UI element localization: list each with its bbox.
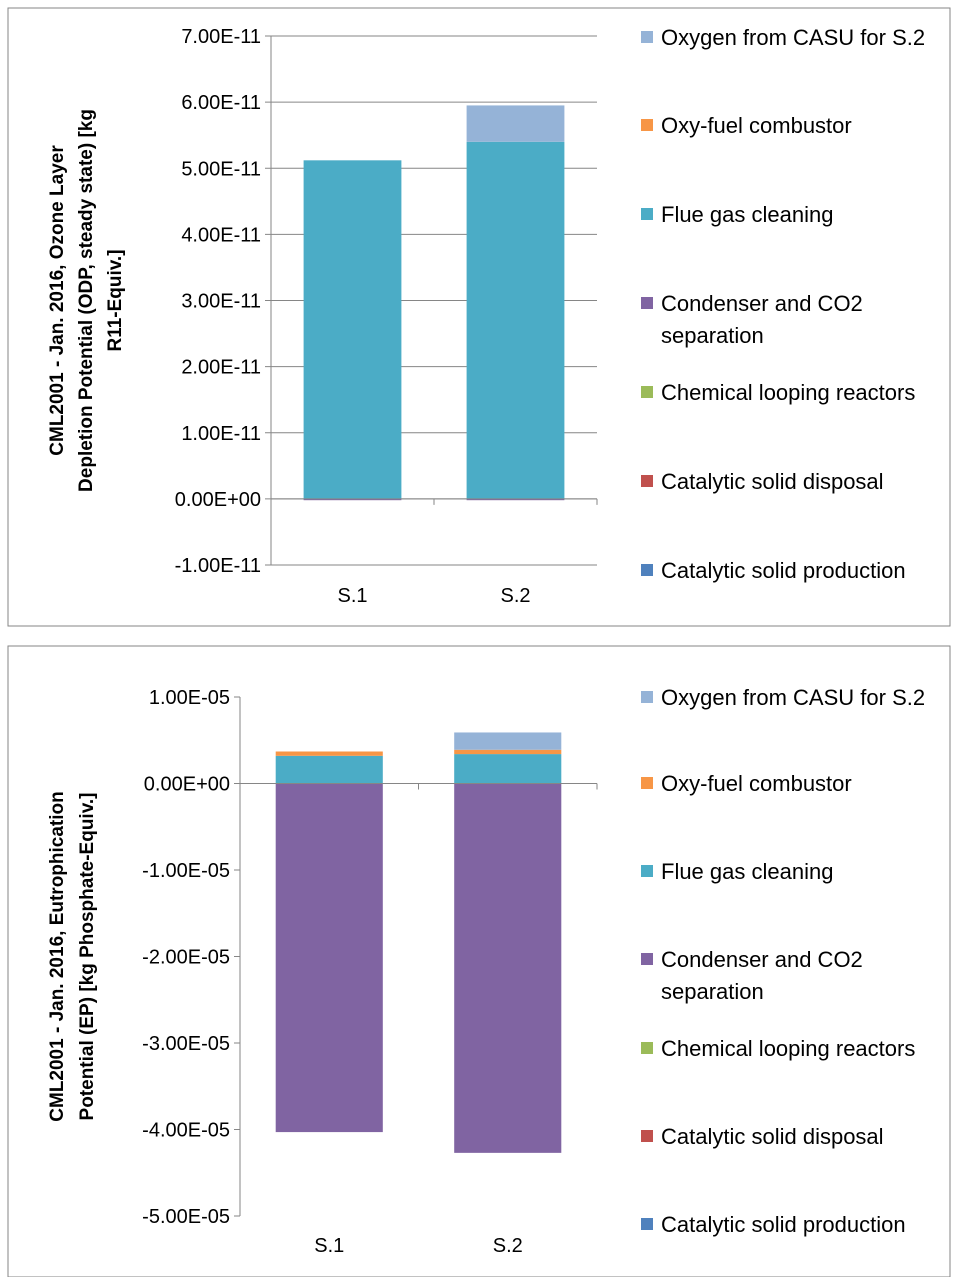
bar-segment [454,754,562,784]
y-tick-label: -1.00E-05 [142,860,230,882]
bar-segment [466,141,565,499]
odp-chart: -1.00E-11 0.00E+00 1.00E-11 2.00E-11 3.00E-1… [7,7,951,627]
bar-segment [275,783,383,1133]
legend-label: separation [661,323,764,348]
legend-swatch [641,1130,653,1142]
legend-swatch [641,1218,653,1230]
y-tick-label: 5.00E-11 [181,158,261,180]
legend-label: Oxygen from CASU for S.2 [661,685,925,710]
legend-swatch [641,208,653,220]
legend-swatch [641,119,653,131]
legend-swatch [641,386,653,398]
bar-segment [275,751,383,756]
legend-swatch [641,953,653,965]
y-axis-label-line: CML2001 - Jan. 2016, Eutrophication [47,791,68,1121]
bar-segment [466,498,565,501]
x-category-label: S.2 [493,1235,523,1257]
legend-label: Catalytic solid production [661,1212,906,1237]
legend-swatch [641,865,653,877]
legend-label: Oxy-fuel combustor [661,771,852,796]
y-tick-label: -4.00E-05 [142,1120,230,1142]
bar-segment [303,160,402,499]
y-tick-label: -5.00E-05 [142,1206,230,1228]
y-axis-label: CML2001 - Jan. 2016, Ozone Layer Depletio… [47,109,126,492]
y-tick-label: 2.00E-11 [181,357,261,379]
legend-label: Condenser and CO2 [661,947,863,972]
y-tick-label: -2.00E-05 [142,947,230,969]
y-tick-label: -3.00E-05 [142,1033,230,1055]
y-tick-label: 1.00E-11 [181,423,261,445]
legend-label: Flue gas cleaning [661,859,833,884]
y-axis-label: CML2001 - Jan. 2016, Eutrophication Poten… [47,791,98,1121]
legend-swatch [641,475,653,487]
y-tick-label: 0.00E+00 [144,774,230,796]
legend-label: Oxy-fuel combustor [661,113,852,138]
legend-label: Catalytic solid disposal [661,469,884,494]
y-axis-label-line: Potential (EP) [kg Phosphate-Equiv.] [77,793,98,1121]
legend-swatch [641,297,653,309]
legend-swatch [641,564,653,576]
legend-label: Chemical looping reactors [661,380,915,405]
x-category-label: S.1 [314,1235,344,1257]
legend-swatch [641,777,653,789]
legend-swatch [641,1042,653,1054]
legend-label: Oxygen from CASU for S.2 [661,25,925,50]
x-category-label: S.2 [500,585,530,607]
bar-segment [303,498,402,501]
legend-swatch [641,31,653,43]
y-tick-label: -1.00E-11 [175,555,261,577]
y-tick-label: 6.00E-11 [181,92,261,114]
y-tick-label: 0.00E+00 [175,489,261,511]
bar-segment [275,755,383,784]
legend-label: Chemical looping reactors [661,1036,915,1061]
legend-swatch [641,691,653,703]
legend-label: Flue gas cleaning [661,202,833,227]
bar-segment [454,749,562,755]
y-tick-label: 7.00E-11 [181,26,261,48]
legend-label: Catalytic solid production [661,558,906,583]
ep-chart: -5.00E-05 -4.00E-05 -3.00E-05 -2.00E-05 -1.0… [7,645,951,1277]
y-tick-label: 1.00E-05 [149,687,230,709]
y-axis-label-line: R11-Equiv.] [105,249,126,351]
bar-segment [454,783,562,1153]
bar-segment [454,732,562,750]
y-axis-label-line: CML2001 - Jan. 2016, Ozone Layer [47,145,68,456]
x-category-label: S.1 [337,585,367,607]
legend-label: Catalytic solid disposal [661,1124,884,1149]
legend-label: Condenser and CO2 [661,291,863,316]
y-axis-label-line: Depletion Potential (ODP, steady state) … [76,109,97,492]
legend-label: separation [661,979,764,1004]
bar-segment [466,105,565,142]
y-tick-label: 3.00E-11 [181,291,261,313]
y-tick-label: 4.00E-11 [181,224,261,246]
